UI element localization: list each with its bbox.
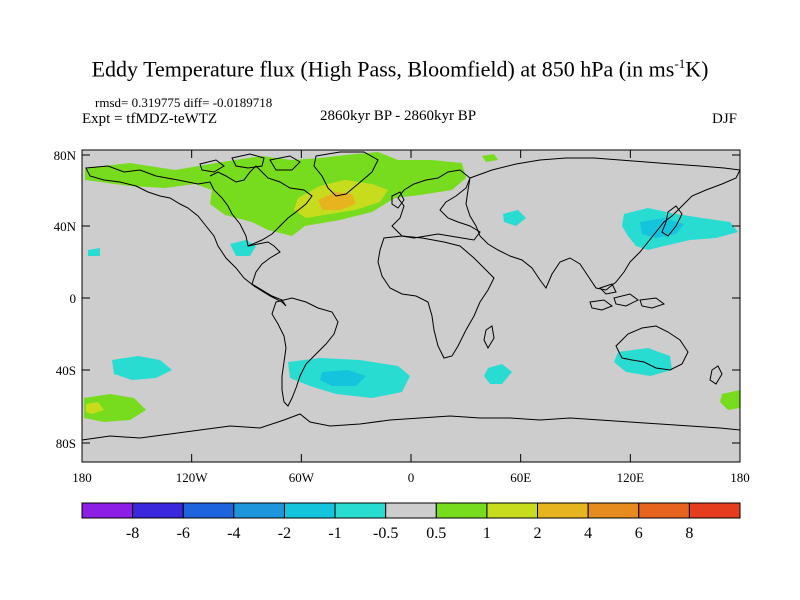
field-arctic-positive xyxy=(482,154,498,162)
field-south-pacific-positive xyxy=(84,394,146,422)
colorbar-label: 8 xyxy=(685,525,693,542)
lon-label: 120W xyxy=(176,470,209,485)
field-gulf-negative xyxy=(230,240,256,256)
colorbar-labels: -8 -6 -4 -2 -1 -0.5 0.5 1 2 4 6 8 xyxy=(126,525,693,542)
coast-new-zealand xyxy=(709,365,723,385)
coast-greenland xyxy=(313,151,379,197)
colorbar-label: -4 xyxy=(227,525,240,542)
colorbar-label: -2 xyxy=(278,525,291,542)
lat-label: 80N xyxy=(54,148,77,163)
lat-label: 40S xyxy=(56,363,76,378)
coast-indonesia xyxy=(589,283,666,311)
lon-label: 60W xyxy=(289,470,315,485)
lat-label: 40N xyxy=(54,219,77,234)
colorbar-swatch xyxy=(537,502,589,519)
chart-title: Eddy Temperature flux (High Pass, Bloomf… xyxy=(91,56,709,82)
coast-antarctica xyxy=(82,413,740,441)
colorbar-label: -1 xyxy=(328,525,341,542)
lon-label: 120E xyxy=(617,470,645,485)
colorbar-swatch xyxy=(688,502,741,519)
colorbar-label: 0.5 xyxy=(426,525,446,542)
coast-asia xyxy=(465,157,740,291)
colorbar-swatch xyxy=(385,502,437,519)
coast-canada-islands xyxy=(199,153,301,173)
colorbar-swatch xyxy=(233,502,285,519)
period-label: 2860kyr BP - 2860kyr BP xyxy=(320,108,477,124)
field-pacific-east-negative xyxy=(88,248,100,256)
coast-madagascar xyxy=(483,325,495,350)
colorbar-label: 1 xyxy=(483,525,491,542)
colorbar-label: -0.5 xyxy=(373,525,398,542)
lat-label: 80S xyxy=(56,436,76,451)
lon-label: 180 xyxy=(730,470,750,485)
lon-label: 0 xyxy=(408,470,415,485)
field-southeast-positive xyxy=(720,390,740,410)
colorbar-label: 2 xyxy=(534,525,542,542)
coast-north-america xyxy=(85,165,287,307)
field-south-atlantic-core xyxy=(320,370,366,386)
field-north-pacific-core xyxy=(640,218,684,238)
colorbar-label: -8 xyxy=(126,525,139,542)
colorbar-label: -6 xyxy=(177,525,190,542)
lon-label: 60E xyxy=(510,470,531,485)
field-south-pacific-core xyxy=(86,402,104,414)
lat-label: 0 xyxy=(70,291,77,306)
season-label: DJF xyxy=(712,111,738,127)
coast-uk xyxy=(391,191,405,209)
colorbar-swatch xyxy=(435,502,488,519)
field-north-atlantic-peak xyxy=(318,192,356,210)
coast-japan xyxy=(661,205,683,237)
lon-label: 180 xyxy=(72,470,92,485)
colorbar-swatch xyxy=(182,502,235,519)
map-background xyxy=(82,150,740,462)
coast-north-america-east xyxy=(209,165,313,247)
colorbar xyxy=(81,502,741,519)
experiment-label: Expt = tfMDZ-teWTZ xyxy=(82,111,218,127)
colorbar-label: 4 xyxy=(584,525,592,542)
colorbar-swatch xyxy=(132,502,184,519)
colorbar-swatch xyxy=(334,502,387,519)
field-indian-negative xyxy=(484,364,512,384)
axis-ticks xyxy=(81,150,741,462)
colorbar-label: 6 xyxy=(635,525,643,542)
colorbar-swatch xyxy=(587,502,640,519)
colorbar-swatch xyxy=(486,502,539,519)
field-south-pacific-negative xyxy=(112,356,172,380)
coastlines xyxy=(82,151,740,441)
colorbar-swatch xyxy=(283,502,336,519)
coast-south-america xyxy=(271,297,339,407)
coast-europe xyxy=(391,169,481,241)
axis-tick-labels: 80N 40N 0 40S 80S 180 120W 60W 0 60E 120E 180 xyxy=(54,148,750,485)
colorbar-swatch xyxy=(81,502,134,519)
field-central-asia-negative xyxy=(503,210,526,226)
colorbar-swatch xyxy=(638,502,690,519)
rmsd-stats: rmsd= 0.319775 diff= -0.0189718 xyxy=(95,95,273,110)
coast-australia xyxy=(615,325,689,371)
coast-africa xyxy=(377,235,495,359)
